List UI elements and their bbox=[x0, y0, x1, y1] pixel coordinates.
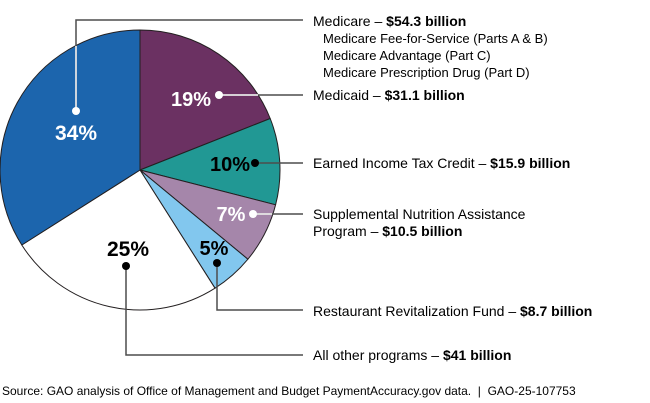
callout-rrf-amount: $8.7 billion bbox=[520, 303, 593, 319]
callout-eitc-amount: $15.9 billion bbox=[490, 155, 571, 171]
pie-slice-eitc bbox=[139, 118, 281, 206]
source-line: Source: GAO analysis of Office of Manage… bbox=[2, 384, 576, 398]
pie-slices bbox=[0, 29, 281, 311]
callout-medicare-label: Medicare – bbox=[313, 13, 387, 29]
medicare-subprogram-ffs: Medicare Fee-for-Service (Parts A & B) bbox=[323, 31, 548, 46]
leader-dot-all-other bbox=[122, 262, 130, 270]
percent-labels: 34% 19% 10% 7% 5% 25% bbox=[55, 89, 250, 261]
callout-medicare: Medicare – $54.3 billion Medicare Fee-fo… bbox=[313, 13, 548, 81]
medicare-subprogram-drug: Medicare Prescription Drug (Part D) bbox=[323, 65, 530, 80]
percent-label-rrf: 5% bbox=[200, 238, 229, 260]
callout-snap-label: Supplemental Nutrition Assistance Progra… bbox=[313, 206, 526, 239]
leader-dot-rrf bbox=[213, 259, 221, 267]
callout-snap-amount: $10.5 billion bbox=[382, 223, 463, 239]
pie-slice-medicare bbox=[0, 29, 141, 246]
callout-snap: Supplemental Nutrition Assistance Progra… bbox=[313, 206, 563, 240]
leader-dot-medicare bbox=[72, 107, 80, 115]
leader-line-all-other bbox=[125, 266, 303, 356]
leader-dot-eitc bbox=[251, 159, 259, 167]
pie-slice-all-other bbox=[21, 169, 216, 311]
leader-line-rrf bbox=[216, 263, 303, 311]
leader-dot-snap bbox=[249, 210, 257, 218]
percent-label-medicaid: 19% bbox=[171, 89, 211, 111]
callout-all-other: All other programs – $41 billion bbox=[313, 347, 511, 363]
callout-medicare-title: Medicare – $54.3 billion bbox=[313, 13, 548, 29]
percent-label-snap: 7% bbox=[217, 204, 246, 226]
callout-eitc: Earned Income Tax Credit – $15.9 billion bbox=[313, 155, 570, 171]
callout-rrf: Restaurant Revitalization Fund – $8.7 bi… bbox=[313, 303, 592, 319]
callout-medicaid-label: Medicaid – bbox=[313, 87, 385, 103]
callout-all-other-amount: $41 billion bbox=[442, 347, 512, 363]
medicare-subprograms: Medicare Fee-for-Service (Parts A & B) M… bbox=[323, 30, 548, 81]
percent-label-medicare: 34% bbox=[55, 122, 97, 145]
percent-label-eitc: 10% bbox=[210, 154, 250, 176]
leader-dot-medicaid bbox=[215, 91, 223, 99]
callout-medicaid-amount: $31.1 billion bbox=[384, 87, 465, 103]
pie-slice-medicaid bbox=[139, 29, 271, 171]
callout-all-other-label: All other programs – bbox=[313, 347, 443, 363]
callout-rrf-label: Restaurant Revitalization Fund – bbox=[313, 303, 520, 319]
leader-dots bbox=[72, 91, 259, 270]
leader-lines bbox=[75, 19, 303, 356]
callout-medicare-amount: $54.3 billion bbox=[386, 13, 467, 29]
percent-label-all-other: 25% bbox=[107, 238, 149, 261]
callout-eitc-label: Earned Income Tax Credit – bbox=[313, 155, 491, 171]
medicare-subprogram-advantage: Medicare Advantage (Part C) bbox=[323, 48, 491, 63]
callout-medicaid: Medicaid – $31.1 billion bbox=[313, 87, 465, 103]
